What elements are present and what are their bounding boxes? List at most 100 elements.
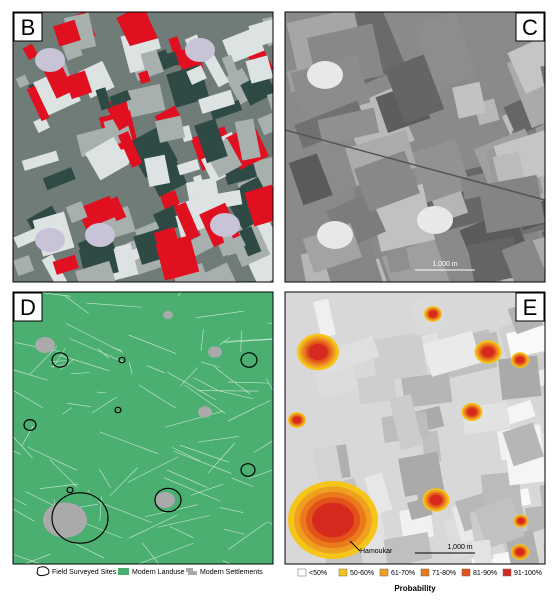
field-boundary	[223, 528, 245, 535]
field	[256, 160, 273, 193]
field	[257, 107, 273, 136]
road	[285, 129, 545, 201]
field-boundary	[169, 526, 194, 538]
field-boundary	[60, 358, 75, 371]
field	[33, 116, 50, 133]
field-boundary	[253, 440, 273, 453]
field-boundary	[62, 407, 73, 415]
field-boundary	[167, 469, 208, 488]
field	[389, 394, 423, 451]
field	[356, 373, 397, 405]
legend-swatch	[461, 568, 471, 577]
legend-swatch	[379, 568, 389, 577]
legend-swatch	[186, 568, 197, 575]
field-boundary	[128, 514, 178, 539]
field-boundary	[198, 390, 259, 392]
field-boundary	[23, 553, 51, 564]
legend-swatch	[338, 568, 348, 577]
field	[384, 54, 445, 124]
site-outline	[114, 406, 122, 414]
field-boundary	[214, 367, 251, 395]
field	[44, 63, 74, 99]
field-boundary	[146, 365, 165, 374]
field	[209, 99, 243, 121]
probability-blob	[517, 518, 525, 524]
legend-swatch	[420, 568, 430, 577]
settlement	[163, 311, 173, 319]
field	[22, 43, 39, 61]
field	[238, 226, 262, 257]
probability-blob	[428, 310, 438, 318]
field-boundary	[265, 378, 273, 392]
panel-d-fields	[13, 292, 273, 564]
field-boundary	[13, 508, 35, 522]
field-boundary	[138, 384, 177, 409]
field-boundary	[91, 396, 117, 414]
field	[84, 136, 130, 181]
field	[53, 19, 81, 47]
field-boundary	[21, 425, 34, 446]
settlement	[85, 223, 115, 247]
field	[240, 72, 273, 106]
settlement	[43, 502, 87, 538]
field-boundary	[248, 469, 273, 479]
field	[234, 118, 261, 161]
settlement	[35, 228, 65, 252]
field	[364, 472, 393, 515]
field	[194, 118, 228, 164]
field-boundary	[207, 443, 235, 474]
legend-title: Probability	[394, 584, 436, 593]
field-boundary	[228, 521, 268, 550]
field-boundary	[167, 371, 216, 401]
site-outline	[23, 419, 37, 432]
field	[155, 235, 200, 281]
field-boundary	[137, 543, 194, 564]
panel-label: C	[522, 15, 538, 40]
field	[95, 87, 112, 111]
field-boundary	[157, 515, 210, 528]
panel-b-fields	[13, 12, 273, 282]
field-boundary	[13, 369, 48, 381]
field-boundary	[224, 338, 273, 342]
field	[198, 89, 235, 114]
field	[224, 163, 258, 186]
field	[383, 531, 433, 564]
field-boundary	[173, 450, 232, 474]
field-boundary	[180, 444, 229, 463]
field	[52, 254, 79, 275]
field-boundary	[86, 302, 142, 308]
field	[176, 159, 201, 176]
legend-label: Modern Landuse	[132, 569, 185, 576]
settlement	[210, 213, 240, 237]
field-boundary	[190, 483, 224, 496]
field-boundary	[69, 338, 125, 363]
field	[313, 298, 336, 338]
settlement	[208, 346, 222, 358]
field-boundary	[27, 446, 78, 471]
probability-blob	[312, 502, 354, 538]
panel-label: E	[523, 295, 538, 320]
field	[271, 19, 273, 41]
field	[244, 184, 273, 227]
site-label: Hamoukar	[360, 548, 393, 555]
legend-swatch	[297, 568, 307, 577]
field	[41, 254, 68, 282]
field	[401, 372, 453, 408]
field	[173, 201, 200, 241]
field-boundary	[67, 403, 92, 408]
legend-swatch	[118, 568, 129, 575]
field-boundary	[96, 391, 107, 394]
legend-label: <50%	[309, 570, 327, 577]
field	[192, 174, 207, 196]
settlement	[35, 337, 55, 353]
legend-label: 71-80%	[432, 570, 456, 577]
frame	[284, 11, 546, 283]
field	[152, 204, 184, 235]
field	[323, 335, 380, 374]
field-boundary	[231, 477, 254, 487]
settlement	[307, 61, 343, 89]
legend-label: Field Surveyed Sites	[52, 569, 117, 576]
field-boundary	[184, 384, 226, 414]
field	[42, 167, 76, 191]
